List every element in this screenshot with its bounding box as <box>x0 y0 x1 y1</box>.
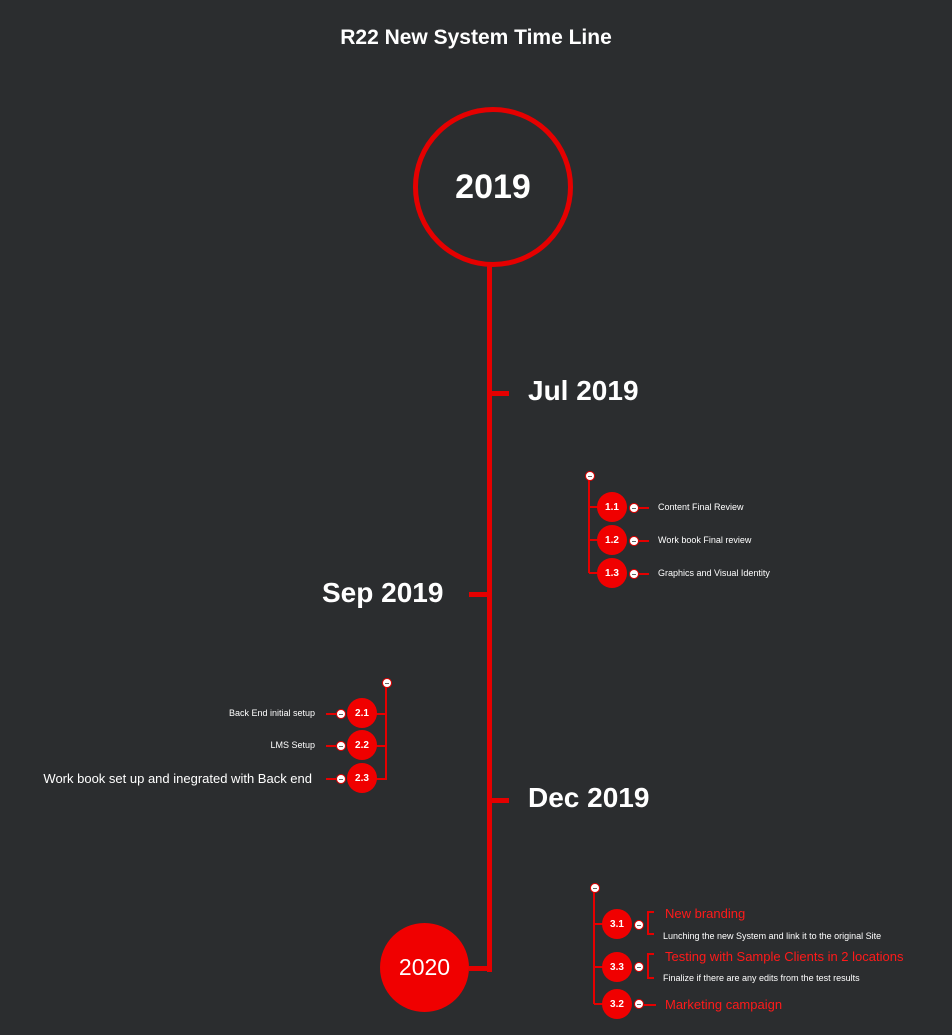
group-1-branch <box>589 539 599 541</box>
node-1-1: 1.1 <box>597 492 627 522</box>
tick-jul <box>490 391 509 396</box>
node-3-2: 3.2 <box>602 989 632 1019</box>
node-3-3: 3.3 <box>602 952 632 982</box>
year-2019-label: 2019 <box>455 167 531 206</box>
task-label: Content Final Review <box>658 502 744 512</box>
group-1-spine <box>588 480 590 573</box>
node-id: 1.1 <box>605 501 619 513</box>
task-label: Back End initial setup <box>228 708 315 718</box>
connector <box>639 507 649 509</box>
node-id: 3.2 <box>610 998 624 1010</box>
collapse-icon[interactable] <box>629 536 639 546</box>
node-id: 3.3 <box>610 961 624 973</box>
group-3-branch <box>594 966 604 968</box>
group-2-branch <box>376 778 386 780</box>
collapse-icon[interactable] <box>634 920 644 930</box>
task-label: Graphics and Visual Identity <box>658 568 770 578</box>
task-label: Marketing campaign <box>665 997 783 1012</box>
node-2-1: 2.1 <box>347 698 377 728</box>
task-label: Testing with Sample Clients in 2 locatio… <box>665 949 904 964</box>
task-label: LMS Setup <box>270 740 315 750</box>
tick-sep <box>469 592 489 597</box>
page-title: R22 New System Time Line <box>340 26 612 49</box>
task-label: New branding <box>665 906 746 921</box>
node-id: 3.1 <box>610 918 624 930</box>
bracket <box>647 911 654 935</box>
collapse-icon[interactable] <box>336 774 346 784</box>
month-dec: Dec 2019 <box>528 782 650 813</box>
year-2020-circle: 2020 <box>380 923 469 1012</box>
group-1-branch <box>589 572 599 574</box>
node-1-3: 1.3 <box>597 558 627 588</box>
connector <box>326 778 336 780</box>
task-note: Lunching the new System and link it to t… <box>663 931 882 941</box>
collapse-icon[interactable] <box>634 962 644 972</box>
group-2-spine <box>385 687 387 780</box>
connector <box>326 713 336 715</box>
node-id: 2.2 <box>355 739 369 751</box>
collapse-icon[interactable] <box>336 741 346 751</box>
connector <box>644 1004 656 1006</box>
month-sep: Sep 2019 <box>322 577 444 608</box>
node-3-1: 3.1 <box>602 909 632 939</box>
group-2-branch <box>376 713 386 715</box>
timeline-end-tick <box>469 966 492 971</box>
year-2019-circle: 2019 <box>413 107 573 267</box>
node-id: 1.3 <box>605 567 619 579</box>
group-3-root-icon[interactable] <box>590 883 600 893</box>
year-2020-label: 2020 <box>398 954 451 980</box>
connector <box>639 573 649 575</box>
tick-dec <box>490 798 509 803</box>
node-id: 2.3 <box>355 772 369 784</box>
group-3-branch <box>594 923 604 925</box>
collapse-icon[interactable] <box>629 569 639 579</box>
node-2-2: 2.2 <box>347 730 377 760</box>
group-1-branch <box>589 506 599 508</box>
collapse-icon[interactable] <box>336 709 346 719</box>
collapse-icon[interactable] <box>634 999 644 1009</box>
node-2-3: 2.3 <box>347 763 377 793</box>
task-note: Finalize if there are any edits from the… <box>663 973 860 983</box>
group-2-branch <box>376 745 386 747</box>
connector <box>639 540 649 542</box>
collapse-icon[interactable] <box>629 503 639 513</box>
node-1-2: 1.2 <box>597 525 627 555</box>
bracket <box>647 953 654 979</box>
node-id: 1.2 <box>605 534 619 546</box>
node-id: 2.1 <box>355 707 369 719</box>
group-2-root-icon[interactable] <box>382 678 392 688</box>
group-3-spine <box>593 892 595 1004</box>
group-3-branch <box>594 1003 604 1005</box>
task-label: Work book Final review <box>658 535 752 545</box>
timeline-axis <box>487 263 492 972</box>
group-1-root-icon[interactable] <box>585 471 595 481</box>
task-label: Work book set up and inegrated with Back… <box>43 771 312 786</box>
month-jul: Jul 2019 <box>528 375 639 406</box>
connector <box>326 745 336 747</box>
